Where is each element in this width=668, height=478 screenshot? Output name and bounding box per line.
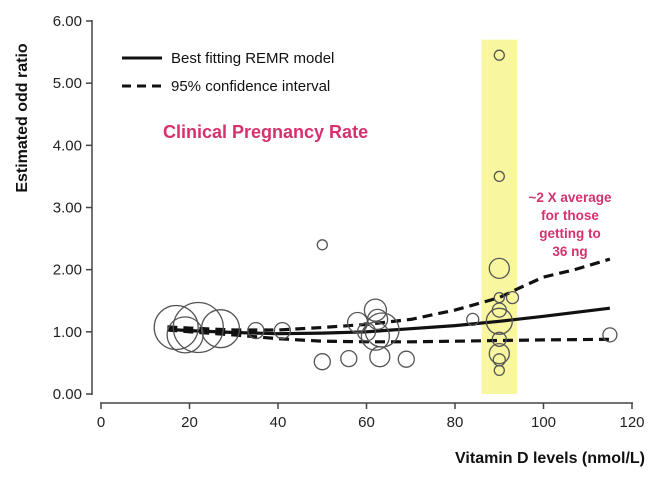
study-point — [247, 321, 265, 340]
legend-label-model: Best fitting REMR model — [171, 50, 334, 67]
annotation-note-line-3: getting to — [539, 226, 600, 241]
study-point — [200, 309, 241, 349]
x-tick-label: 100 — [531, 414, 556, 431]
y-tick-label: 6.00 — [53, 13, 82, 30]
study-point — [153, 304, 199, 351]
study-point — [397, 350, 415, 368]
study-point — [505, 290, 520, 305]
study-point — [364, 312, 400, 348]
x-tick-label: 40 — [270, 414, 287, 431]
remr-model-line — [167, 306, 611, 336]
axes: 0.00 1.00 2.00 3.00 4.00 5.00 6.00 0 20 40 60 80 10… — [53, 13, 645, 431]
study-point — [493, 49, 505, 61]
study-point — [172, 301, 224, 354]
confidence-interval-line — [167, 328, 610, 344]
confidence-interval-line — [167, 257, 611, 332]
study-point — [485, 307, 513, 335]
study-point — [488, 257, 510, 280]
study-point — [313, 353, 331, 371]
study-point — [493, 170, 505, 183]
annotation-average-note: ~2 X average for those getting to 36 ng — [529, 190, 612, 259]
y-axis-ticks: 0.00 1.00 2.00 3.00 4.00 5.00 6.00 — [53, 13, 92, 403]
annotation-note-line-4: 36 ng — [552, 244, 587, 259]
y-tick-label: 5.00 — [53, 75, 82, 92]
y-tick-label: 2.00 — [53, 262, 82, 279]
annotation-note-line-1: ~2 X average — [529, 190, 612, 205]
y-tick-label: 4.00 — [53, 137, 82, 154]
x-tick-label: 0 — [97, 414, 105, 431]
model-lines — [167, 257, 611, 344]
study-point — [493, 364, 505, 377]
study-point — [273, 321, 292, 340]
study-points — [153, 49, 618, 377]
study-point — [602, 327, 618, 343]
study-point — [366, 308, 389, 331]
annotation-note-line-2: for those — [541, 208, 599, 223]
x-axis-ticks: 0 20 40 60 80 100 120 — [97, 403, 645, 431]
study-point — [466, 312, 480, 327]
study-point — [363, 298, 388, 322]
study-point — [491, 331, 507, 347]
legend: Best fitting REMR model 95% confidence i… — [122, 50, 334, 95]
study-point — [340, 349, 358, 368]
x-tick-label: 60 — [358, 414, 375, 431]
y-tick-label: 0.00 — [53, 386, 82, 403]
y-axis-title: Estimated odd ratio — [14, 43, 31, 193]
legend-label-ci: 95% confidence interval — [171, 78, 330, 95]
x-axis-title: Vitamin D levels (nmol/L) — [455, 450, 645, 467]
annotation-clinical-pregnancy-rate: Clinical Pregnancy Rate — [163, 122, 368, 142]
x-tick-label: 120 — [619, 414, 644, 431]
study-point — [488, 342, 510, 365]
x-tick-label: 20 — [181, 414, 198, 431]
y-tick-label: 3.00 — [53, 200, 82, 217]
y-tick-label: 1.00 — [53, 324, 82, 341]
study-point — [316, 239, 328, 251]
study-point — [360, 321, 391, 351]
x-tick-label: 80 — [447, 414, 464, 431]
